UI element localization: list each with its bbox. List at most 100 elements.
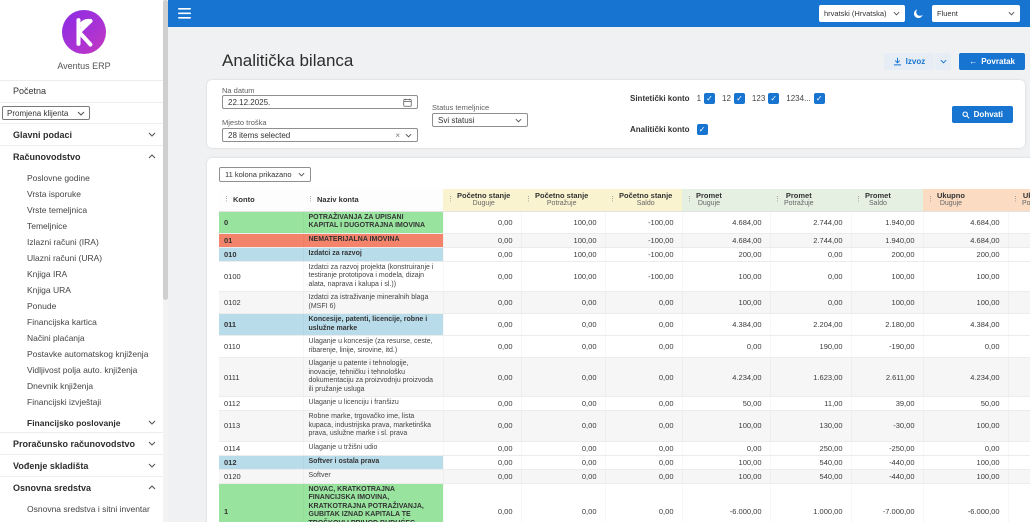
sidebar-section-glavni-podaci[interactable]: Glavni podaci [0, 124, 168, 145]
sidebar-item-vrsta-isporuke[interactable]: Vrsta isporuke [27, 189, 82, 199]
sidebar-item-na-ini-pla-anja[interactable]: Načini plaćanja [27, 333, 85, 343]
sidebar-item-osnovna-sredstva-i-sitni-inventar[interactable]: Osnovna sredstva i sitni inventar [27, 504, 150, 514]
cell-value [1008, 441, 1030, 456]
divider [0, 102, 168, 103]
synthetic-option-checkbox[interactable]: ✓ [704, 93, 716, 104]
clear-selection-icon[interactable]: × [395, 130, 400, 140]
column-header-promet-potra-uje[interactable]: ⋮ Promet Potražuje [770, 189, 851, 212]
sidebar-item-vrste-temeljnica[interactable]: Vrste temeljnica [27, 205, 88, 215]
cost-center-multiselect[interactable]: 28 items selected × [222, 128, 418, 142]
synthetic-option-checkbox[interactable]: ✓ [813, 93, 825, 104]
sidebar-item-vidljivost-polja-auto-knji-enja[interactable]: Vidljivost polja auto. knjiženja [27, 365, 138, 375]
cell-value: 0,00 [443, 410, 521, 442]
drag-handle-icon[interactable]: ⋮ [774, 196, 781, 204]
table-row: 0111 Ulaganje u patente i tehnologije, in… [219, 357, 1030, 397]
synthetic-option-checkbox[interactable]: ✓ [733, 93, 745, 104]
sidebar-scrollbar[interactable] [163, 0, 168, 522]
column-subtitle: Saldo [636, 200, 655, 208]
sidebar-item-postavke-automatskog-knji-enja[interactable]: Postavke automatskog knjiženja [27, 349, 149, 359]
column-subtitle: Duguje [697, 200, 721, 208]
cell-value: 1.940,00 [851, 233, 923, 248]
back-button[interactable]: ← Povratak [959, 52, 1025, 70]
cell-value: 100,00 [682, 469, 770, 484]
cell-value: 1.623,00 [770, 357, 851, 397]
table-row: 0102 Izdatci za istraživanje mineralnih b… [219, 291, 1030, 314]
sidebar-item-ulazni-ra-uni-ura[interactable]: Ulazni računi (URA) [27, 253, 103, 263]
sidebar-item-knjiga-ira[interactable]: Knjiga IRA [27, 269, 68, 279]
chevron-down-icon [148, 132, 156, 137]
cell-value: 0,00 [605, 396, 682, 411]
sidebar-item-obra-un-amortizacije[interactable]: Obračun amortizacije [0, 517, 168, 522]
sidebar-item-poslovne-godine[interactable]: Poslovne godine [27, 173, 90, 183]
column-header-promet-duguje[interactable]: ⋮ Promet Duguje [682, 189, 770, 212]
column-header-ukupno-duguje[interactable]: ⋮ Ukupno Duguje [923, 189, 1008, 212]
column-header-po-etno-stanje-duguje[interactable]: ⋮ Početno stanje Duguje [443, 189, 521, 212]
column-header-konto[interactable]: ⋮ Konto [219, 189, 303, 212]
cell-value [1008, 335, 1030, 358]
sidebar-item-po-etna[interactable]: Početna [13, 86, 47, 96]
synthetic-option-label: 1 [696, 94, 702, 103]
drag-handle-icon[interactable]: ⋮ [855, 196, 862, 204]
cell-value [1008, 211, 1030, 234]
cell-konto: 0113 [219, 410, 303, 442]
status-select[interactable]: Svi statusi [432, 113, 528, 127]
sidebar-item-ponude[interactable]: Ponude [27, 301, 57, 311]
column-title: Ukupno [937, 191, 965, 201]
column-header-po-etno-stanje-saldo[interactable]: ⋮ Početno stanje Saldo [605, 189, 682, 212]
cell-value: -250,00 [851, 441, 923, 456]
hamburger-menu-icon[interactable] [178, 5, 191, 23]
column-header-naziv-konta[interactable]: ⋮ Naziv konta [303, 189, 443, 212]
column-header-ukupno-potra-uje[interactable]: ⋮UkupnoPotražuje [1008, 189, 1030, 212]
analytic-account-checkbox[interactable]: ✓ [696, 124, 708, 135]
sidebar-item-knjiga-ura[interactable]: Knjiga URA [27, 285, 71, 295]
cell-value: 0,00 [923, 335, 1008, 358]
export-button[interactable]: Izvoz [883, 52, 935, 70]
sidebar: Aventus ERP Početna Promjena klijenta Glav… [0, 0, 168, 522]
synthetic-option-12[interactable]: 12 ✓ [722, 93, 745, 104]
synthetic-option-123[interactable]: 123 ✓ [752, 93, 780, 104]
client-select[interactable]: Promjena klijenta [2, 106, 90, 120]
column-header-promet-saldo[interactable]: ⋮ Promet Saldo [851, 189, 923, 212]
sidebar-item-dnevnik-knji-enja[interactable]: Dnevnik knjiženja [27, 381, 94, 391]
sidebar-item-financijska-kartica[interactable]: Financijska kartica [27, 317, 97, 327]
sidebar-item-izlazni-ra-uni-ira[interactable]: Izlazni računi (IRA) [27, 237, 99, 247]
sidebar-item-temeljnice[interactable]: Temeljnice [27, 221, 68, 231]
cell-value: 0,00 [605, 483, 682, 522]
cell-naziv: Ulaganje u licenciju i franšizu [303, 396, 443, 411]
sidebar-section-ra-unovodstvo[interactable]: Računovodstvo [0, 146, 168, 167]
cell-konto: 1 [219, 483, 303, 522]
table-row: 0 POTRAŽIVANJA ZA UPISANI KAPITAL I DUGOT… [219, 211, 1030, 234]
column-title: Naziv konta [317, 195, 359, 205]
fetch-button[interactable]: Dohvati [951, 106, 1013, 123]
cell-value: 4.684,00 [923, 211, 1008, 234]
drag-handle-icon[interactable]: ⋮ [447, 196, 454, 204]
columns-shown-select[interactable]: 11 kolona prikazano [219, 167, 311, 182]
cell-value: 0,00 [770, 291, 851, 314]
sidebar-item-financijski-izvje-taji[interactable]: Financijski izvještaji [27, 397, 102, 407]
sidebar-scrollbar-thumb[interactable] [163, 0, 168, 300]
synthetic-option-1[interactable]: 1 ✓ [696, 93, 716, 104]
sidebar-section-prora-unsko-ra-unovodstvo[interactable]: Proračunsko računovodstvo [0, 433, 168, 454]
dark-mode-moon-icon[interactable] [913, 5, 924, 23]
date-input[interactable]: 22.12.2025. [222, 95, 418, 109]
synthetic-option-checkbox[interactable]: ✓ [768, 93, 780, 104]
drag-handle-icon[interactable]: ⋮ [525, 196, 532, 204]
drag-handle-icon[interactable]: ⋮ [1012, 196, 1019, 204]
cell-konto: 0 [219, 211, 303, 234]
language-select[interactable]: hrvatski (Hrvatska) [819, 5, 905, 22]
calendar-icon[interactable] [403, 97, 412, 107]
sidebar-section-financijsko-poslovanje[interactable]: Financijsko poslovanje [0, 413, 168, 432]
theme-select[interactable]: Fluent [932, 5, 1020, 22]
cell-value: 4.684,00 [682, 211, 770, 234]
drag-handle-icon[interactable]: ⋮ [307, 196, 314, 204]
drag-handle-icon[interactable]: ⋮ [609, 196, 616, 204]
drag-handle-icon[interactable]: ⋮ [927, 196, 934, 204]
column-header-po-etno-stanje-potra-uje[interactable]: ⋮ Početno stanje Potražuje [521, 189, 605, 212]
drag-handle-icon[interactable]: ⋮ [686, 196, 693, 204]
divider [0, 80, 168, 81]
sidebar-section-vo-enje-skladi-ta[interactable]: Vođenje skladišta [0, 455, 168, 476]
sidebar-section-osnovna-sredstva[interactable]: Osnovna sredstva [0, 477, 168, 498]
synthetic-option-1234[interactable]: 1234... ✓ [786, 93, 825, 104]
export-options-caret-button[interactable] [935, 52, 952, 70]
drag-handle-icon[interactable]: ⋮ [223, 196, 230, 204]
